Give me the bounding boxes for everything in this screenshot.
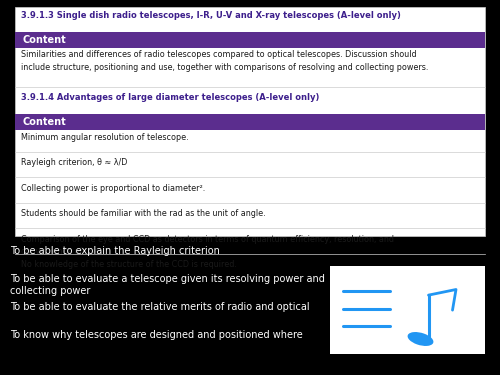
FancyBboxPatch shape [15,32,485,48]
Text: Rayleigh criterion, θ ≈ λ/D: Rayleigh criterion, θ ≈ λ/D [21,158,128,167]
Text: Comparison of the eye and CCD as detectors in terms of quantum efficiency, resol: Comparison of the eye and CCD as detecto… [21,235,394,255]
FancyBboxPatch shape [15,114,485,130]
Text: Content: Content [22,35,66,45]
Text: Students should be familiar with the rad as the unit of angle.: Students should be familiar with the rad… [21,209,266,218]
Ellipse shape [408,332,434,346]
FancyBboxPatch shape [15,7,485,236]
Text: Similarities and differences of radio telescopes compared to optical telescopes.: Similarities and differences of radio te… [21,50,428,72]
Text: 3.9.1.4 Advantages of large diameter telescopes (A-level only): 3.9.1.4 Advantages of large diameter tel… [21,93,320,102]
Text: Collecting power is proportional to diameter².: Collecting power is proportional to diam… [21,184,206,193]
Text: To be able to explain the Rayleigh criterion: To be able to explain the Rayleigh crite… [10,246,220,256]
Text: Minimum angular resolution of telescope.: Minimum angular resolution of telescope. [21,133,188,142]
Text: To know why telescopes are designed and positioned where: To know why telescopes are designed and … [10,330,303,340]
Text: To be able to evaluate the relative merits of radio and optical: To be able to evaluate the relative meri… [10,302,310,312]
Text: To be able to evaluate a telescope given its resolving power and
collecting powe: To be able to evaluate a telescope given… [10,274,325,296]
Text: No knowledge of the structure of the CCD is required.: No knowledge of the structure of the CCD… [21,260,237,269]
Text: Content: Content [22,117,66,127]
FancyBboxPatch shape [330,266,485,354]
Text: 3.9.1.3 Single dish radio telescopes, I-R, U-V and X-ray telescopes (A-level onl: 3.9.1.3 Single dish radio telescopes, I-… [21,10,401,20]
